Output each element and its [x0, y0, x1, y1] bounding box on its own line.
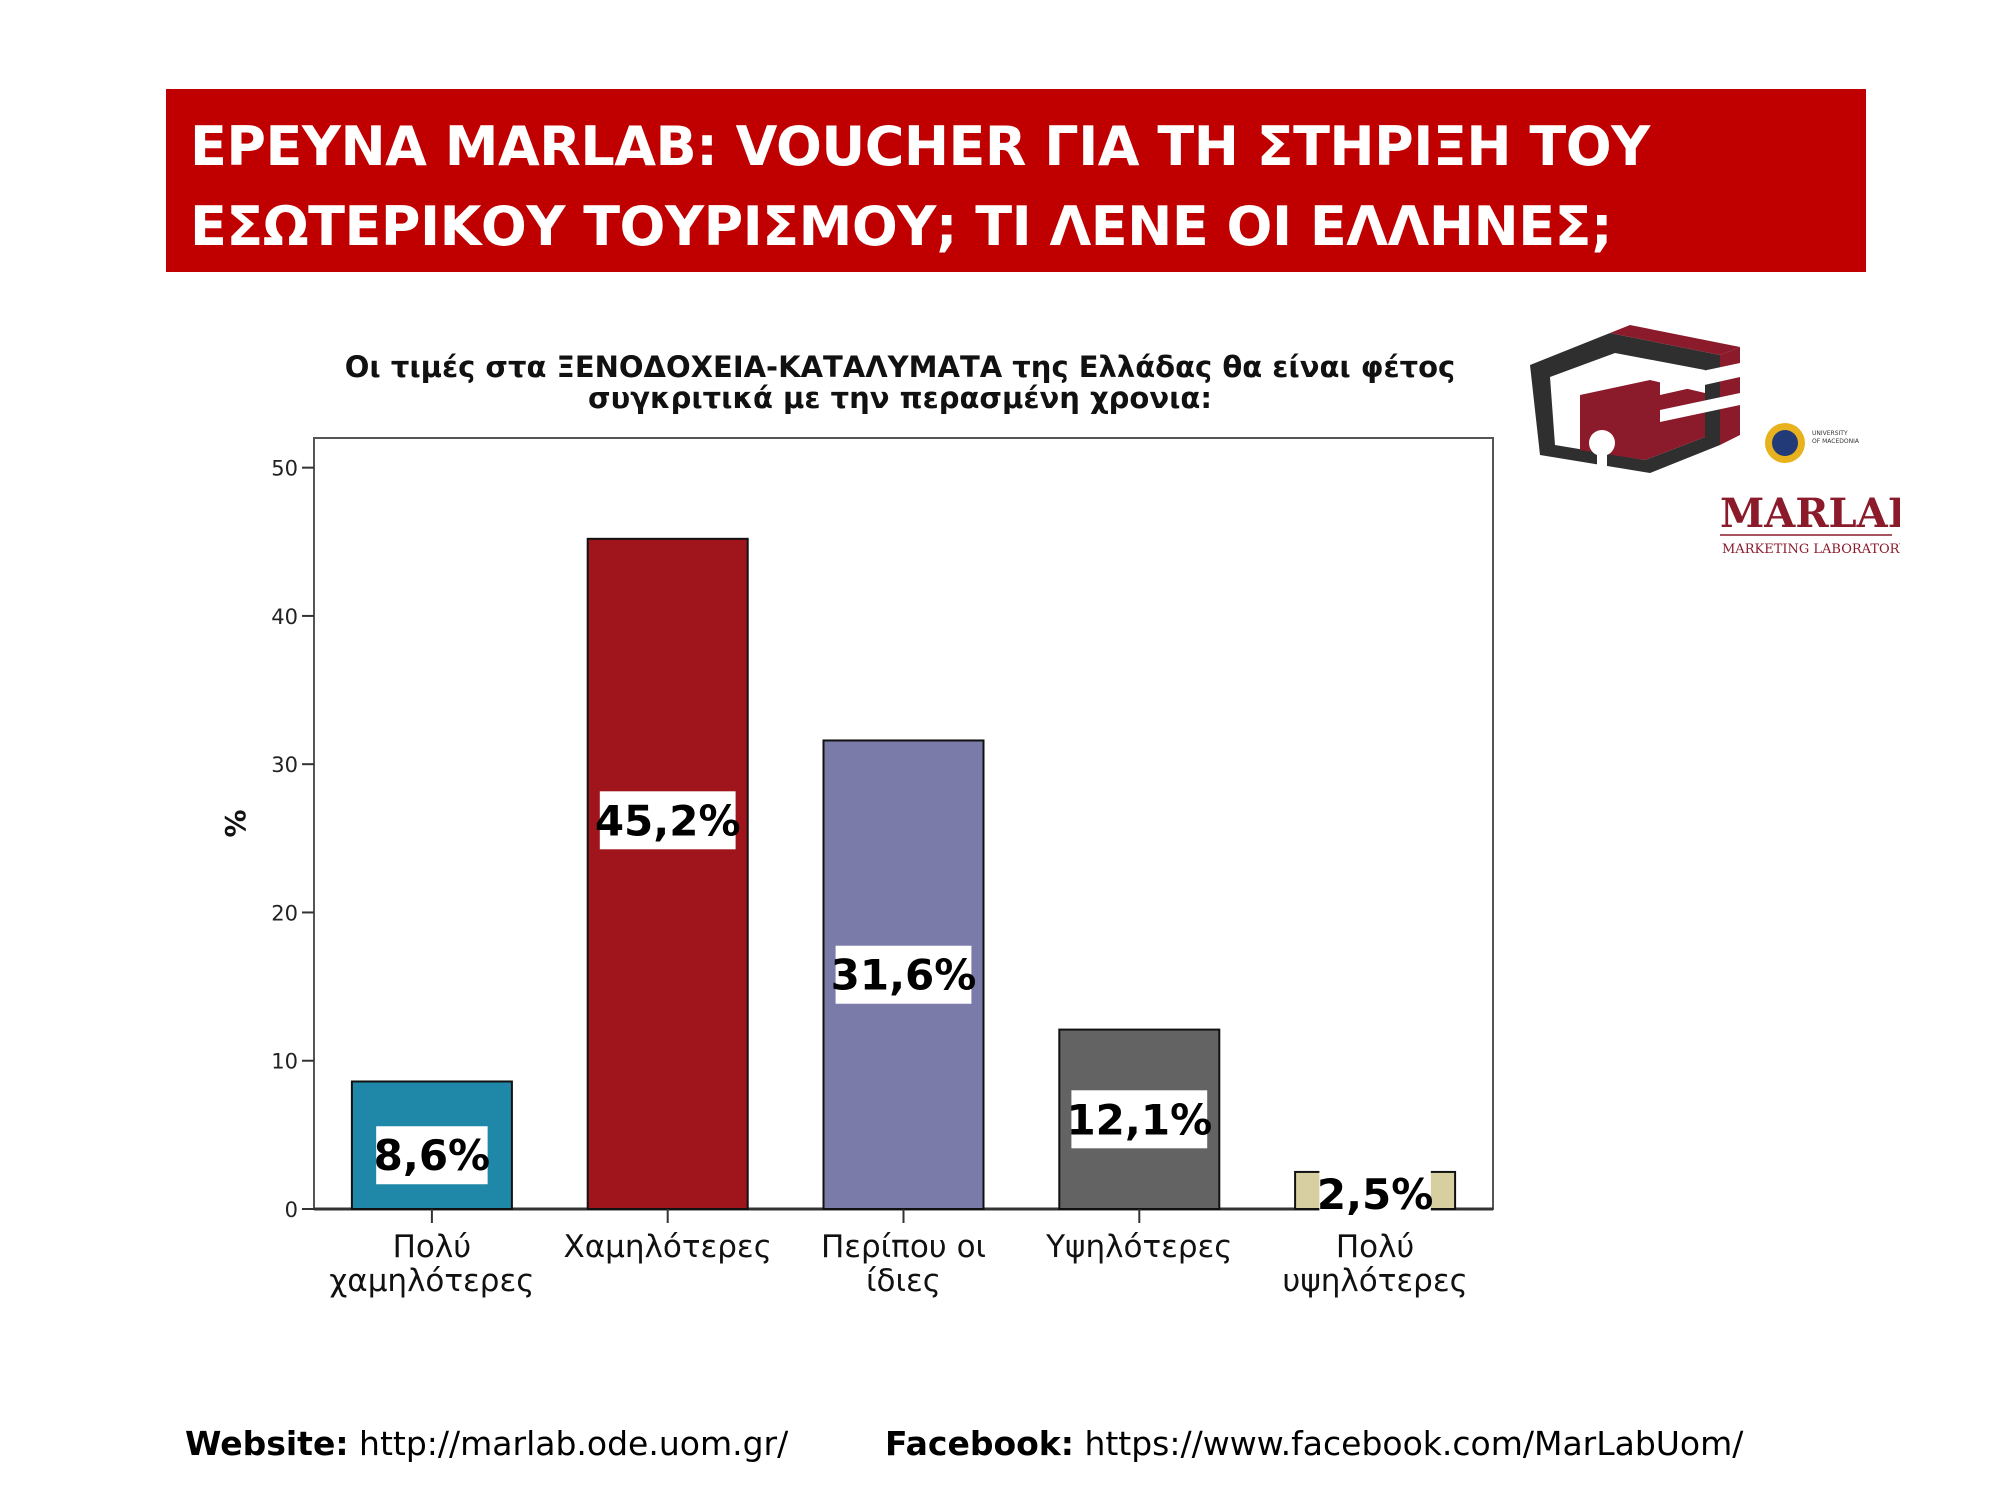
university-seal-icon: UNIVERSITY OF MACEDONIA: [1765, 423, 1860, 463]
data-label: 8,6%: [374, 1131, 490, 1180]
facebook-label: Facebook:: [885, 1424, 1074, 1463]
header-title-line-1: ΕΡΕΥΝΑ MARLAB: VOUCHER ΓΙΑ ΤΗ ΣΤΗΡΙΞΗ ΤΟ…: [190, 115, 1650, 178]
data-label-box: [835, 945, 972, 1004]
y-tick-label: 10: [271, 1050, 298, 1074]
logo-wordmark: MARLAB: [1720, 490, 1900, 537]
chart-title: Οι τιμές στα ΞΕΝΟΔΟΧΕΙΑ-ΚΑΤΑΛΥΜΑΤΑ της Ε…: [300, 352, 1500, 414]
data-label-box: [376, 1126, 488, 1185]
footer-facebook: Facebook: https://www.facebook.com/MarLa…: [885, 1424, 1743, 1463]
svg-text:UNIVERSITY: UNIVERSITY: [1812, 430, 1848, 437]
y-tick-label: 20: [271, 901, 298, 925]
data-label-box: [1319, 1165, 1431, 1223]
category-label: ίδιες: [866, 1263, 941, 1299]
data-label: 45,2%: [595, 796, 741, 845]
y-tick-label: 0: [285, 1198, 298, 1222]
data-label-box: [599, 791, 736, 850]
category-label: χαμηλότερες: [329, 1263, 534, 1299]
facebook-link[interactable]: https://www.facebook.com/MarLabUom/: [1084, 1424, 1744, 1463]
footer-website: Website: http://marlab.ode.uom.gr/: [185, 1424, 788, 1463]
y-axis-label: %: [219, 809, 252, 837]
data-label-box: [1071, 1090, 1208, 1149]
svg-text:OF MACEDONIA: OF MACEDONIA: [1812, 438, 1860, 445]
category-label: Πολύ: [1336, 1229, 1415, 1265]
chart-title-line-1: Οι τιμές στα ΞΕΝΟΔΟΧΕΙΑ-ΚΑΤΑΛΥΜΑΤΑ της Ε…: [344, 350, 1456, 384]
website-link[interactable]: http://marlab.ode.uom.gr/: [359, 1424, 789, 1463]
y-tick-label: 50: [271, 457, 298, 481]
category-label: Χαμηλότερες: [563, 1229, 771, 1265]
data-label: 31,6%: [831, 951, 977, 1000]
chest-icon: [1530, 325, 1740, 473]
data-label: 12,1%: [1066, 1095, 1212, 1144]
website-label: Website:: [185, 1424, 349, 1463]
category-label: υψηλότερες: [1282, 1263, 1467, 1299]
chart-title-line-2: συγκριτικά με την περασμένη χρονια:: [588, 381, 1212, 415]
data-label: 2,5%: [1317, 1170, 1433, 1219]
category-label: Υψηλότερες: [1045, 1229, 1232, 1265]
marlab-logo: UNIVERSITY OF MACEDONIA MARLAB MARKETING…: [1530, 325, 1900, 557]
y-tick-label: 40: [271, 605, 298, 629]
header-title-line-2: ΕΣΩΤΕΡΙΚΟΥ ΤΟΥΡΙΣΜΟΥ; ΤΙ ΛΕΝΕ ΟΙ ΕΛΛΗΝΕΣ…: [190, 195, 1613, 258]
bar: [586, 537, 749, 1210]
logo-tagline: MARKETING LABORATORY: [1722, 542, 1900, 557]
header-banner: ΕΡΕΥΝΑ MARLAB: VOUCHER ΓΙΑ ΤΗ ΣΤΗΡΙΞΗ ΤΟ…: [166, 89, 1866, 272]
category-label: Πολύ: [393, 1229, 472, 1265]
category-label: Περίπου οι: [821, 1229, 986, 1265]
y-tick-label: 30: [271, 753, 298, 777]
